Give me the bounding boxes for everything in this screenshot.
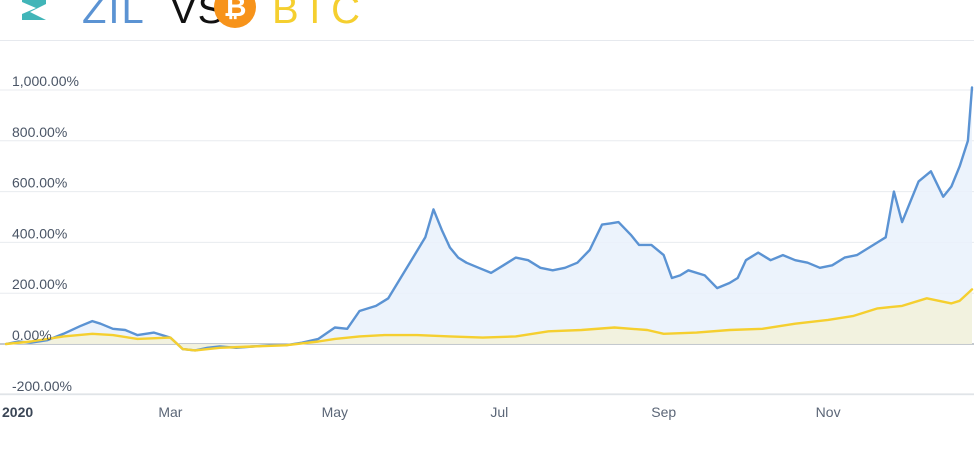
y-tick-label: 600.00% xyxy=(12,175,67,191)
left-asset-label: ZIL xyxy=(82,0,146,32)
zilliqa-logo-icon xyxy=(22,0,46,20)
right-asset-label: BTC xyxy=(272,0,364,32)
y-tick-label: 0.00% xyxy=(12,327,52,343)
x-tick-label: 2020 xyxy=(2,404,33,420)
x-tick-label: Nov xyxy=(816,404,841,420)
series-line-1 xyxy=(4,288,974,352)
y-tick-label: 200.00% xyxy=(12,276,67,292)
x-tick-label: Mar xyxy=(158,404,182,420)
x-tick-label: Jul xyxy=(490,404,508,420)
y-tick-label: 1,000.00% xyxy=(12,73,79,89)
y-tick-label: -200.00% xyxy=(12,378,72,394)
y-tick-label: 400.00% xyxy=(12,225,67,241)
y-tick-label: 800.00% xyxy=(12,124,67,140)
x-tick-label: Sep xyxy=(651,404,676,420)
x-tick-label: May xyxy=(322,404,348,420)
series-area-0 xyxy=(6,87,972,351)
series-area-1 xyxy=(6,289,972,351)
chart-header: ZIL VS ₿ BTC xyxy=(0,0,974,41)
